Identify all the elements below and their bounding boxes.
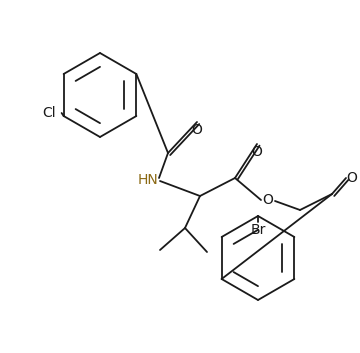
Text: O: O (252, 145, 262, 159)
Text: HN: HN (138, 173, 158, 187)
Text: Cl: Cl (42, 106, 56, 120)
Text: O: O (262, 193, 274, 207)
Text: Br: Br (250, 223, 266, 237)
Text: O: O (347, 171, 357, 185)
Text: O: O (192, 123, 202, 137)
